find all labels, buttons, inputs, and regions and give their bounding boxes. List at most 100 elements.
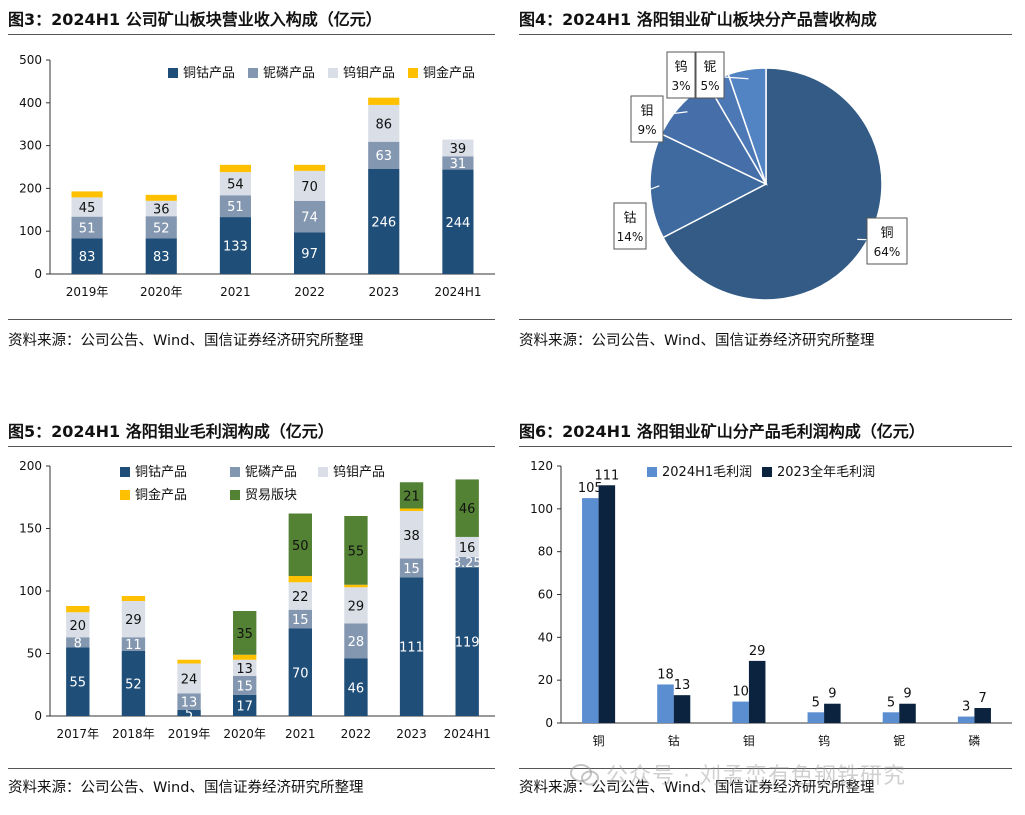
bar-segment xyxy=(177,709,201,716)
x-tick-label: 2020年 xyxy=(140,285,183,299)
data-label: 97 xyxy=(301,247,318,262)
legend-swatch xyxy=(762,467,772,477)
bar-segment xyxy=(233,694,257,716)
data-label: 17 xyxy=(236,699,253,714)
slice-pct-label: 5% xyxy=(700,79,719,93)
legend-swatch xyxy=(168,68,178,78)
legend-swatch xyxy=(408,68,418,78)
slice-name-label: 钴 xyxy=(623,211,636,226)
figure-4-title: 图4：2024H1 洛阳钼业矿山板块分产品营收构成 xyxy=(519,10,877,29)
pie-slice xyxy=(727,67,767,185)
figure-4-chart: 铜 64% 钴 14% 钼 9% 钨 3% 铌 5% xyxy=(613,51,908,301)
data-label: 70 xyxy=(301,180,318,195)
data-label: 22 xyxy=(292,590,309,605)
x-tick-label: 2021 xyxy=(220,285,251,299)
data-label: 46 xyxy=(459,502,476,517)
data-label: 9 xyxy=(903,687,911,702)
legend-label: 铜金产品 xyxy=(135,487,187,503)
bar-segment xyxy=(399,511,424,559)
data-label: 133 xyxy=(223,240,248,255)
bar-segment xyxy=(368,168,400,274)
legend-label: 铌磷产品 xyxy=(263,66,315,81)
data-label: 45 xyxy=(79,201,96,216)
figure-6-title: 图6：2024H1 洛阳钼业矿山分产品毛利润构成（亿元） xyxy=(519,422,925,441)
bar xyxy=(582,498,599,723)
figure-5-source: 资料来源：公司公告、Wind、国信证券经济研究所整理 xyxy=(8,780,364,796)
figure-3-panel: 图3：2024H1 公司矿山板块营业收入构成（亿元） 0 100 200 300 400… xyxy=(8,6,496,356)
x-tick-label: 铜 xyxy=(593,733,605,748)
data-label: 55 xyxy=(70,676,87,691)
data-label: 5 xyxy=(185,707,193,722)
bar-segment xyxy=(368,97,400,105)
x-tick-label: 2022 xyxy=(341,727,372,741)
y-tick-label: 100 xyxy=(530,502,553,516)
legend-swatch xyxy=(328,68,338,78)
figure-4-top-rule xyxy=(519,34,1012,35)
figure-3-top-rule xyxy=(8,34,495,35)
slice-pct-label: 64% xyxy=(874,245,901,259)
bar-segment xyxy=(344,587,368,624)
bar-segment xyxy=(219,217,251,274)
callout-leader xyxy=(613,185,660,204)
bar-segment xyxy=(177,659,201,664)
y-tick-label: 50 xyxy=(27,647,42,661)
bar-segment xyxy=(288,582,312,610)
bar xyxy=(673,695,691,723)
bar-segment xyxy=(71,238,103,274)
y-tick-label: 400 xyxy=(19,96,42,110)
data-label: 54 xyxy=(227,178,244,193)
data-label: 51 xyxy=(227,200,244,215)
bar-segment xyxy=(294,170,326,201)
legend-label: 2024H1毛利润 xyxy=(662,465,752,480)
bar xyxy=(899,703,916,723)
data-label: 3 xyxy=(962,700,970,715)
bar-segment xyxy=(121,601,146,638)
y-tick-label: 100 xyxy=(19,224,42,238)
figure-4-bottom-rule xyxy=(519,319,1012,320)
y-tick-label: 20 xyxy=(538,673,553,687)
bar xyxy=(957,716,975,723)
figure-3-chart: 0 100 200 300 400 500 2019年 2020年 2021 2022 2023 20… xyxy=(19,53,495,299)
data-label: 63 xyxy=(375,149,392,164)
slice-name-label: 钨 xyxy=(674,59,687,75)
x-tick-label: 2024H1 xyxy=(444,727,491,741)
callout-box xyxy=(866,217,908,265)
y-tick-label: 80 xyxy=(538,545,553,559)
figure-5-title: 图5：2024H1 洛阳钼业毛利润构成（亿元） xyxy=(8,422,334,441)
data-label: 111 xyxy=(399,641,424,656)
bar-segment xyxy=(368,141,400,169)
y-tick-label: 60 xyxy=(538,588,553,602)
figure-6-source: 资料来源：公司公告、Wind、国信证券经济研究所整理 xyxy=(519,780,875,796)
data-label: 29 xyxy=(348,599,365,614)
data-label: 83 xyxy=(153,250,170,265)
data-label: 111 xyxy=(594,468,619,483)
data-label: 16 xyxy=(459,541,476,556)
y-tick-label: 100 xyxy=(19,584,42,598)
bar-segment xyxy=(288,513,312,576)
figure-5-panel: 图5：2024H1 洛阳钼业毛利润构成（亿元） 0 50 100 150 200 2017… xyxy=(8,418,496,808)
data-label: 29 xyxy=(749,644,766,659)
bar-segment xyxy=(177,663,201,694)
bar-segment xyxy=(66,606,90,613)
data-label: 39 xyxy=(450,142,467,157)
data-label: 52 xyxy=(153,221,170,236)
data-label: 8.25 xyxy=(453,556,482,571)
bar-segment xyxy=(344,584,368,588)
legend-label: 铜钴产品 xyxy=(183,66,235,81)
data-label: 83 xyxy=(79,250,96,265)
data-label: 15 xyxy=(236,679,253,694)
bar-segment xyxy=(233,659,257,676)
bar xyxy=(732,701,749,723)
x-tick-label: 2022 xyxy=(294,285,325,299)
data-label: 11 xyxy=(125,638,142,653)
legend-label: 铜金产品 xyxy=(423,65,475,81)
bar xyxy=(807,712,825,723)
x-tick-label: 钴 xyxy=(668,733,680,748)
bar xyxy=(657,684,674,723)
data-label: 46 xyxy=(348,681,365,696)
figure-3-bottom-rule xyxy=(8,319,495,320)
watermark-text: 公众号 · 刘孟峦有色钢铁研究 xyxy=(606,764,906,789)
bar-segment xyxy=(145,238,177,274)
data-label: 105 xyxy=(578,481,603,496)
bar-segment xyxy=(71,191,103,198)
